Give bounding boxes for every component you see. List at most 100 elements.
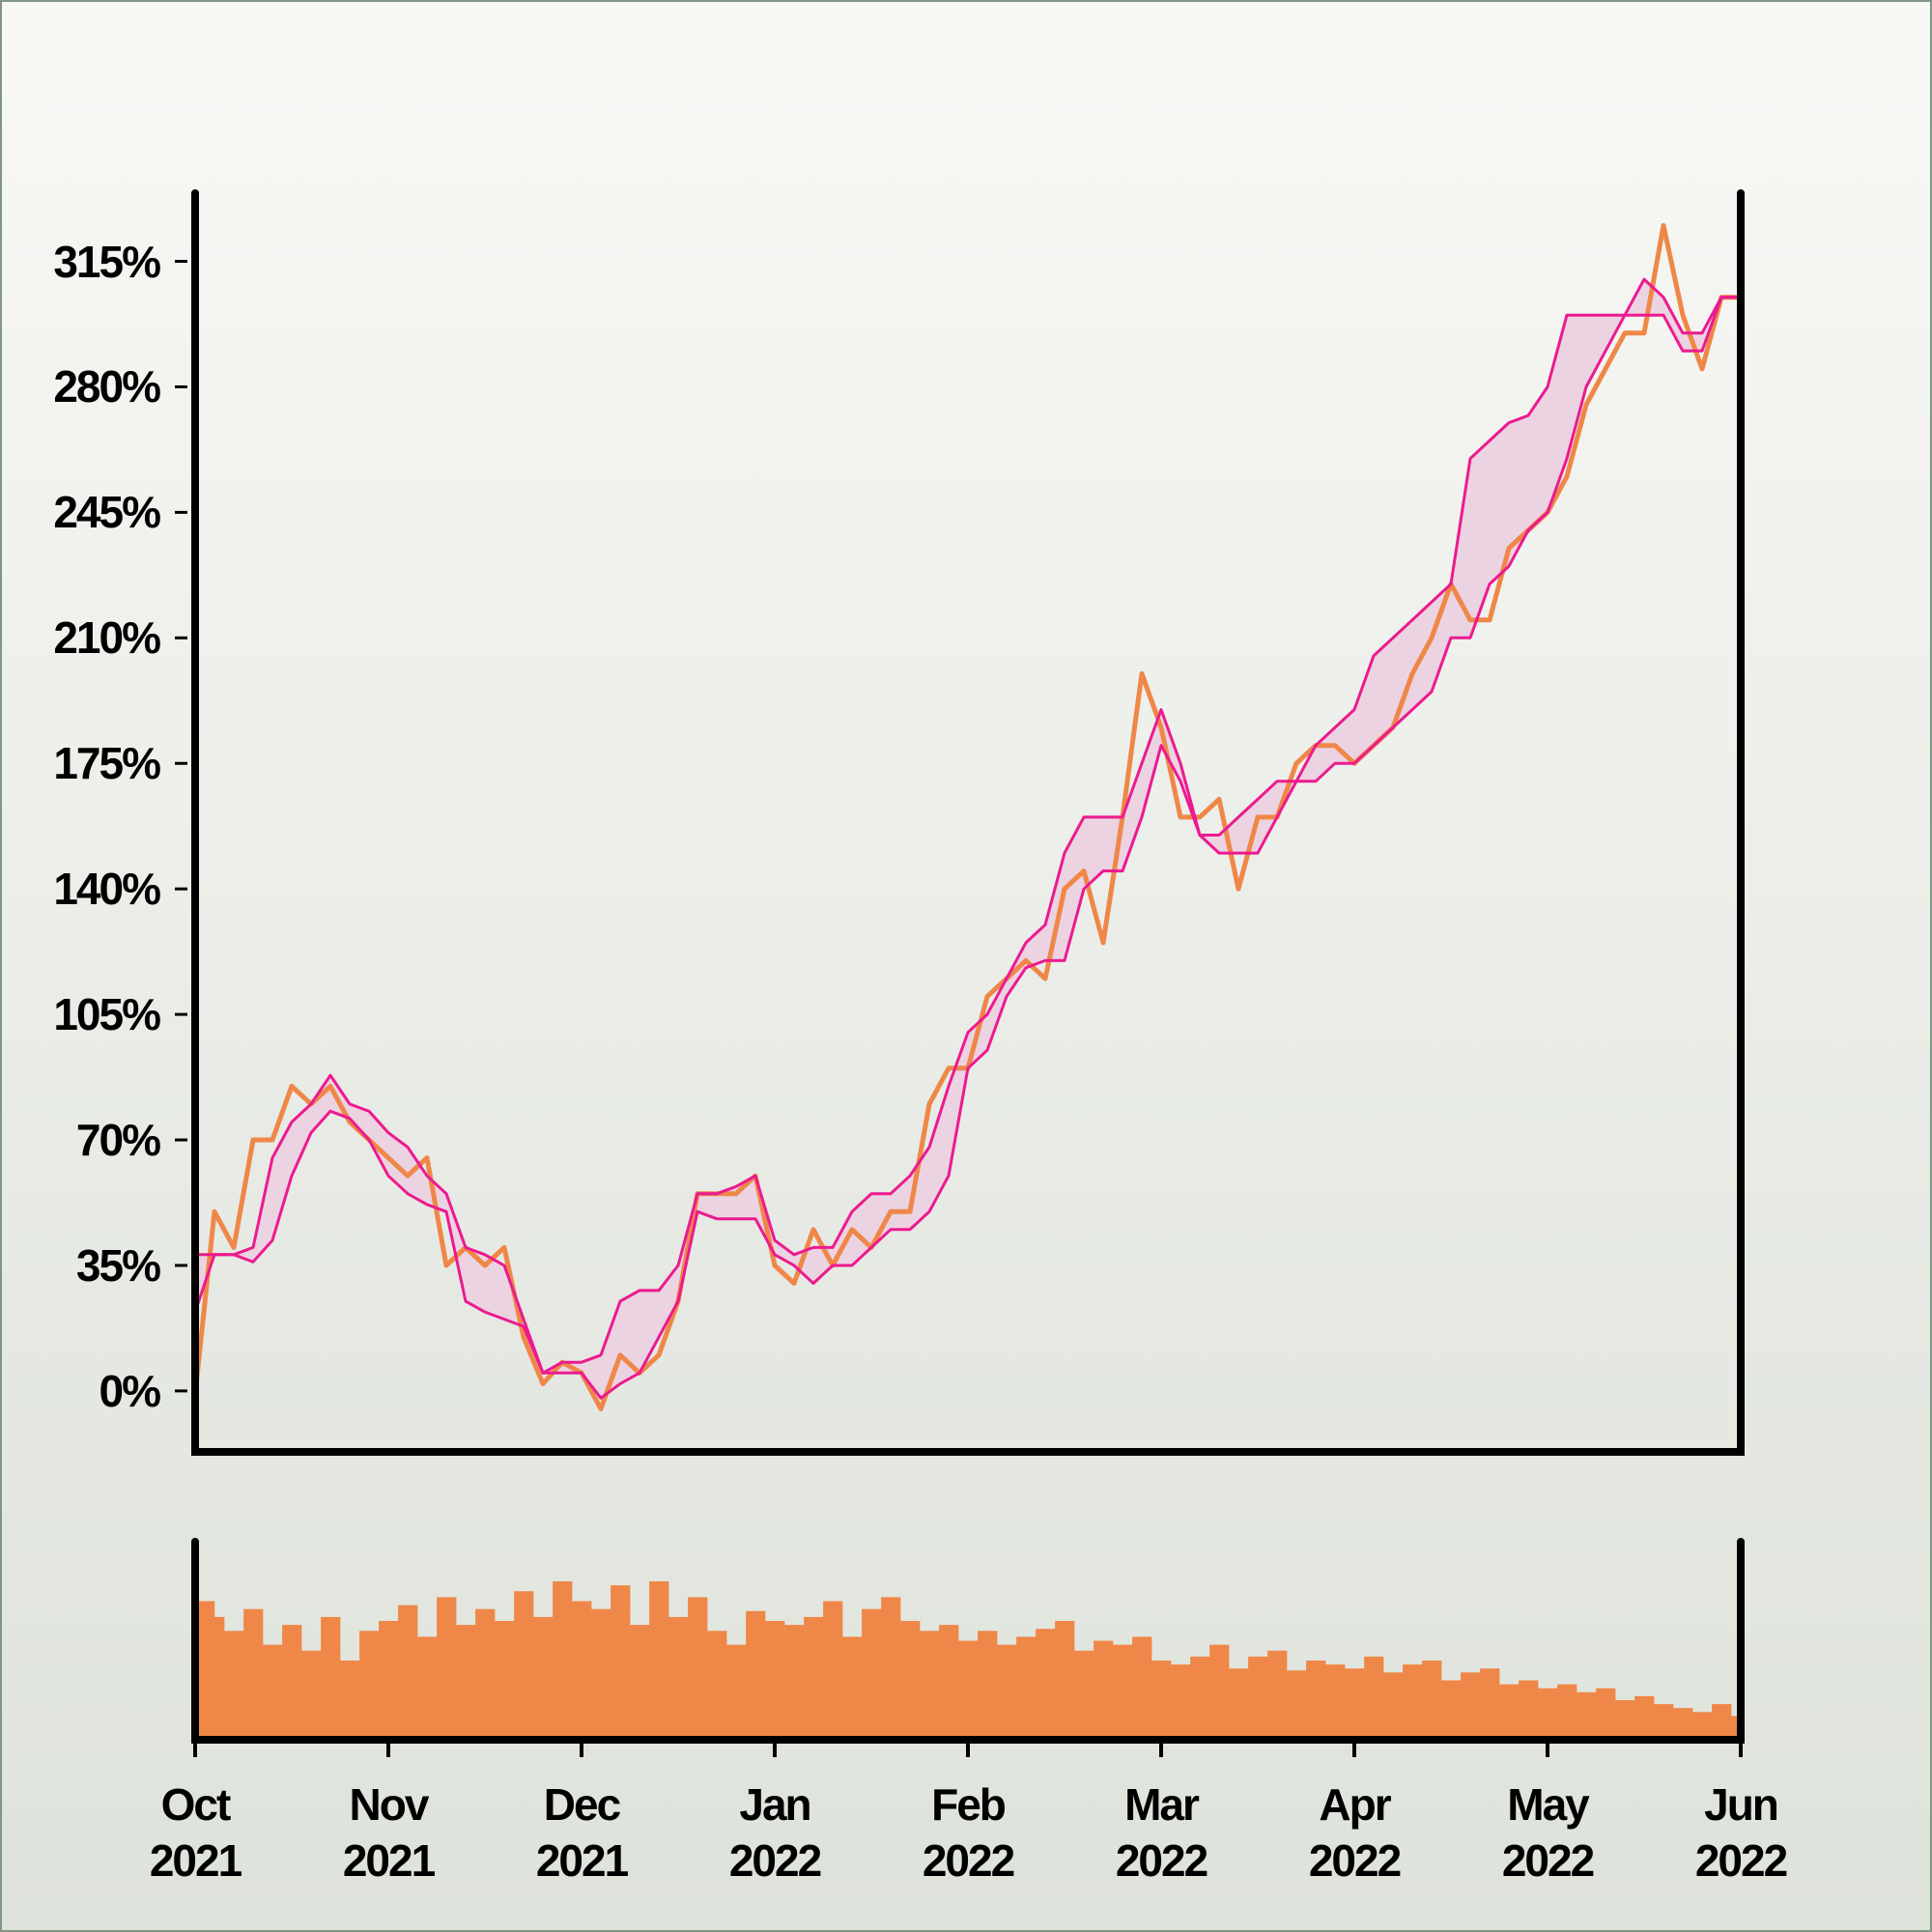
volume-bar [1345, 1668, 1365, 1740]
volume-bar [224, 1631, 244, 1740]
volume-bar [553, 1581, 573, 1740]
volume-bar [842, 1636, 863, 1740]
volume-bar [1113, 1644, 1133, 1740]
volume-bar [823, 1601, 843, 1740]
volume-bar [630, 1625, 650, 1740]
volume-bar [649, 1581, 669, 1740]
volume-bar [1151, 1661, 1172, 1740]
volume-bar [1229, 1668, 1249, 1740]
volume-bar [572, 1601, 592, 1740]
volume-bar [862, 1608, 882, 1740]
volume-bar [533, 1616, 554, 1740]
volume-bar [1538, 1688, 1558, 1740]
volume-bar [784, 1625, 805, 1740]
volume-bar [707, 1631, 727, 1740]
volume-bar [1190, 1656, 1210, 1740]
x-tick-label: Apr 2022 [1308, 1779, 1402, 1886]
volume-bar [804, 1616, 824, 1740]
volume-bar [1036, 1629, 1056, 1740]
y-tick-label: 0% [99, 1365, 162, 1416]
volume-bar [514, 1591, 534, 1740]
y-tick-label: 280% [53, 361, 161, 412]
volume-bar [688, 1597, 708, 1740]
x-tick-label: Nov 2021 [342, 1779, 436, 1886]
y-tick-label: 35% [75, 1239, 161, 1291]
volume-bar [495, 1621, 515, 1740]
volume-bar [1654, 1704, 1674, 1740]
volume-bar [475, 1608, 496, 1740]
volume-bar [1306, 1661, 1326, 1740]
volume-bar [243, 1608, 264, 1740]
x-tick-label: Feb 2022 [922, 1779, 1015, 1886]
volume-bar [321, 1616, 341, 1740]
volume-bar [1692, 1712, 1713, 1740]
volume-bar [1055, 1621, 1075, 1740]
volume-bar [1209, 1644, 1230, 1740]
volume-bar [1403, 1664, 1423, 1740]
x-tick-label: Oct 2021 [149, 1779, 242, 1886]
y-tick-label: 210% [53, 612, 161, 664]
volume-bar [205, 1616, 225, 1740]
volume-bar [920, 1631, 940, 1740]
volume-bar [939, 1625, 959, 1740]
volume-bar [1519, 1680, 1539, 1740]
volume-bar [1383, 1672, 1404, 1740]
volume-bar [997, 1644, 1017, 1740]
volume-bar [1673, 1708, 1693, 1740]
volume-bar [978, 1631, 998, 1740]
volume-bar [437, 1597, 457, 1740]
volume-bar [1074, 1650, 1094, 1740]
volume-bar [456, 1625, 476, 1740]
volume-bar [1267, 1650, 1288, 1740]
volume-bar [611, 1585, 631, 1740]
return-line [192, 222, 1741, 1411]
volume-bar [726, 1644, 747, 1740]
volume-bar [1132, 1636, 1152, 1740]
volume-bar [263, 1644, 283, 1740]
volume-bar [417, 1636, 438, 1740]
volume-bar [1634, 1695, 1655, 1740]
y-tick-label: 70% [75, 1115, 161, 1166]
volume-bar [340, 1661, 360, 1740]
volume-bar [1461, 1672, 1481, 1740]
x-tick-label: Jun 2022 [1694, 1779, 1788, 1886]
volume-bar [1171, 1664, 1191, 1740]
volume-bar [1557, 1684, 1577, 1740]
volume-bar [765, 1621, 785, 1740]
y-tick-label: 315% [53, 236, 161, 287]
volume-bar [668, 1616, 689, 1740]
volume-bar [1422, 1661, 1442, 1740]
volume-bar [398, 1605, 418, 1740]
volume-bar [1499, 1684, 1520, 1740]
volume-bar [746, 1610, 766, 1740]
axis-frame [191, 189, 1745, 1456]
band-line [195, 277, 1741, 1375]
volume-bar [900, 1621, 921, 1740]
volume-bar [1577, 1691, 1597, 1740]
volume-bar [1325, 1664, 1346, 1740]
volume-bar [359, 1631, 380, 1740]
volume-bar [1721, 1716, 1742, 1740]
y-tick-label: 140% [53, 864, 161, 915]
volume-bar [591, 1608, 611, 1740]
x-tick-label: Mar 2022 [1115, 1779, 1208, 1886]
volume-bar [958, 1640, 979, 1740]
y-tick-label: 175% [53, 738, 161, 789]
band-line [193, 296, 1741, 1400]
volume-bar [282, 1625, 302, 1740]
volume-bar [1480, 1668, 1500, 1740]
volume-bar [881, 1597, 901, 1740]
y-tick-label: 105% [53, 989, 161, 1040]
x-tick-label: May 2022 [1501, 1779, 1595, 1886]
volume-bar [1248, 1656, 1268, 1740]
band-fill [195, 279, 1741, 1399]
volume-bar [1016, 1636, 1037, 1740]
volume-bar [1596, 1688, 1616, 1740]
volume-bar [301, 1650, 322, 1740]
y-tick-label: 245% [53, 487, 161, 538]
volume-bar [1441, 1680, 1462, 1740]
axis-frame [191, 1538, 1745, 1744]
volume-bar [1615, 1700, 1635, 1740]
